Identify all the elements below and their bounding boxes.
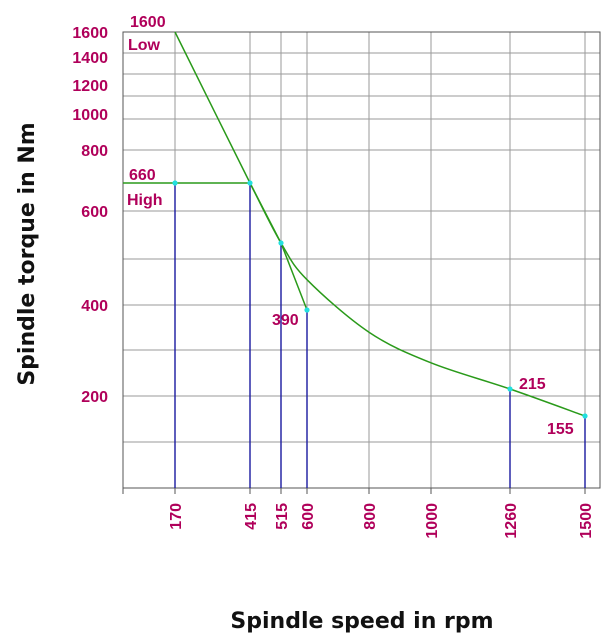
annotation-label: 155 [547,421,574,438]
annotation-label: 660 [129,167,156,184]
annotation-label: 215 [519,376,546,393]
x-tick-label: 515 [274,503,291,530]
x-tick-label: 1000 [424,503,441,539]
x-tick-label: 800 [362,503,379,530]
series-low-line [174,31,586,417]
data-point [278,240,284,246]
tick-labels: 1600 1400 1200 1000 800 600 400 200 170 415 515 600… [72,25,595,539]
y-tick-label: 800 [81,143,108,160]
drop-lines [174,183,586,488]
y-tick-label: 1400 [72,50,108,67]
y-tick-label: 1600 [72,25,108,42]
data-point [582,413,588,419]
y-tick-label: 1200 [72,78,108,95]
y-tick-label: 1000 [72,107,108,124]
data-point [507,386,513,392]
y-tick-label: 600 [81,204,108,221]
y-axis-title: Spindle torque in Nm [15,122,40,385]
x-tick-label: 1260 [503,503,520,539]
plot-frame [122,31,601,489]
x-axis-title: Spindle speed in rpm [230,609,493,634]
y-tick-label: 200 [81,389,108,406]
data-point [247,180,253,186]
x-tick-label: 1500 [578,503,595,539]
x-tick-label: 415 [243,503,260,530]
annotation-label: 1600 [130,14,166,31]
curves [123,31,586,417]
markers [172,180,588,419]
y-tick-label: 400 [81,298,108,315]
data-point [304,307,310,313]
annotation-label: High [127,192,163,209]
data-point [172,180,178,186]
annotation-label: Low [128,37,161,54]
annotations: 1600 Low 660 High 390 215 155 [127,14,574,438]
x-tick-label: 170 [168,503,185,530]
annotation-label: 390 [272,312,299,329]
grid [122,31,601,494]
x-tick-label: 600 [300,503,317,530]
